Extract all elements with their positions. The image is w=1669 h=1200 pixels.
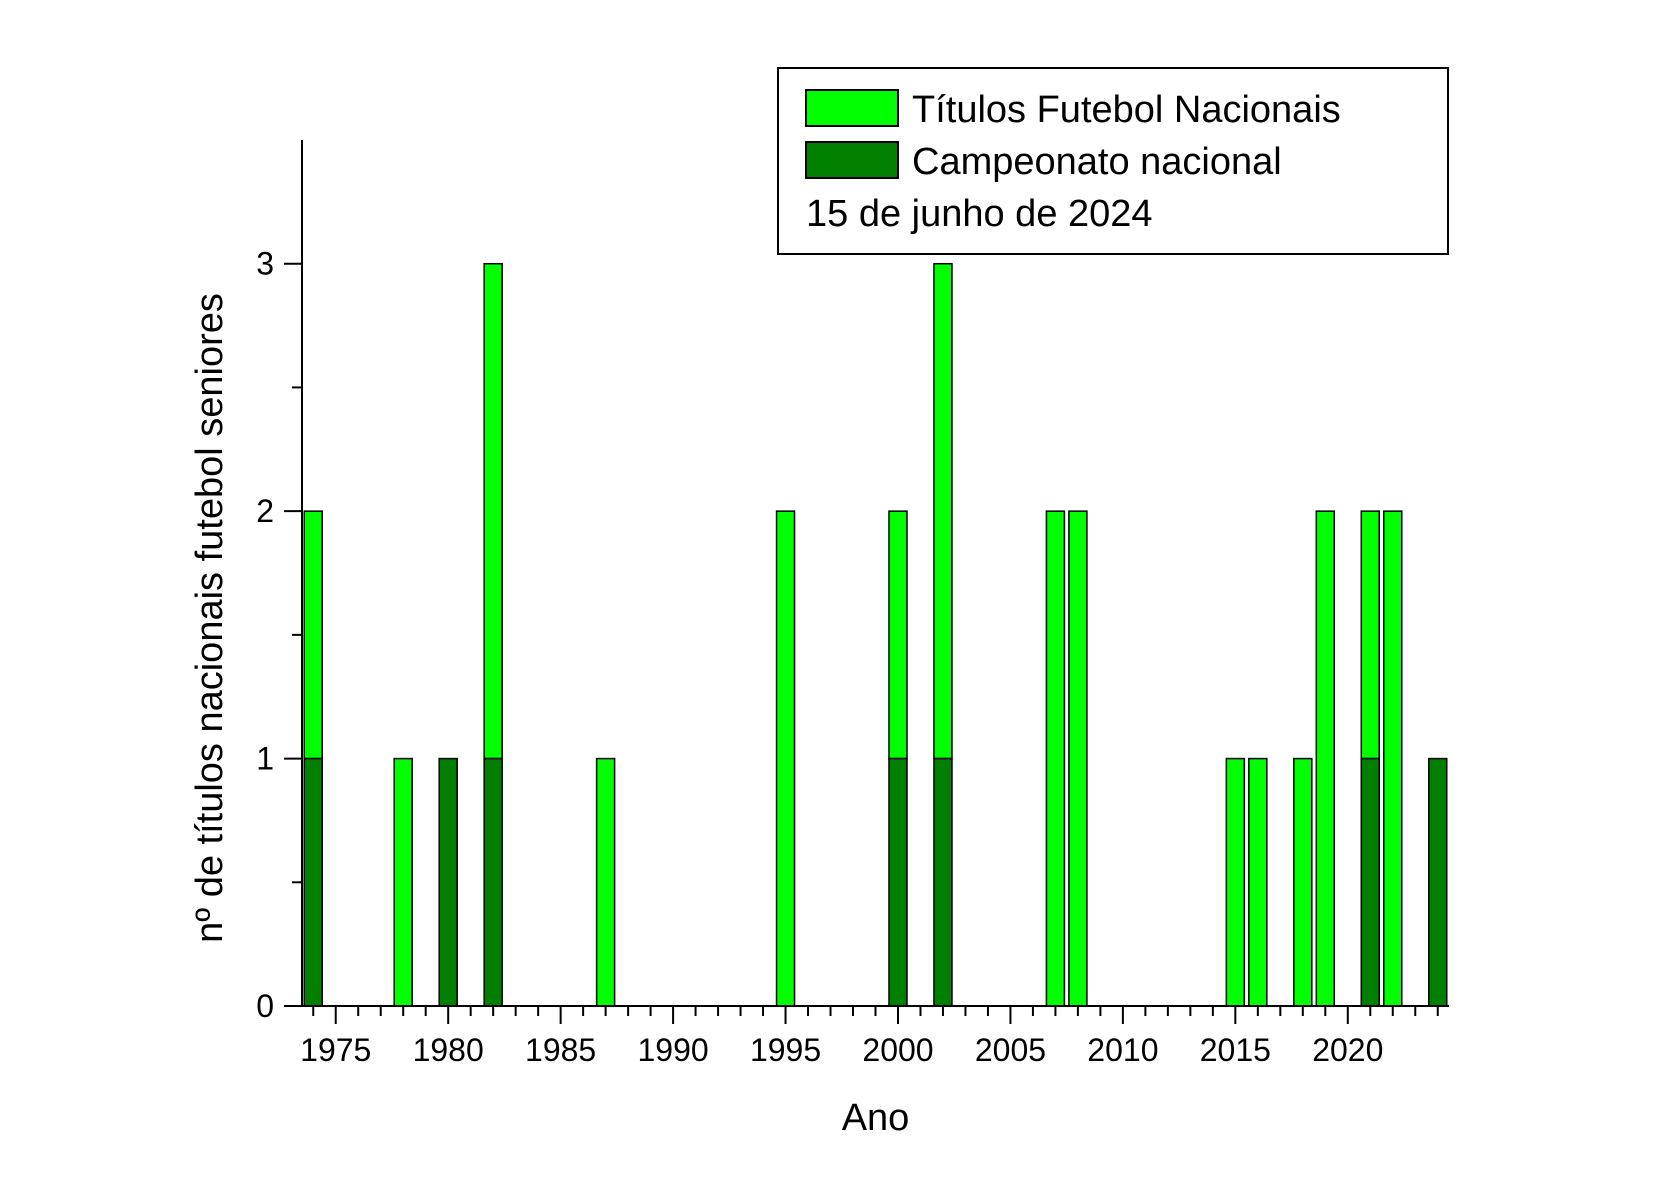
y-tick-label-1: 1	[256, 741, 274, 777]
x-axis-title: Ano	[842, 1097, 910, 1139]
x-tick-label-1980: 1980	[413, 1032, 484, 1068]
bar-total-2022	[1383, 510, 1403, 1007]
y-tick-label-0: 0	[256, 988, 274, 1024]
y-axis-title: nº de títulos nacionais futebol seniores	[189, 293, 231, 943]
legend-swatch-total	[805, 89, 899, 127]
bar-total-2007	[1045, 510, 1066, 1007]
x-tick-label-2000: 2000	[862, 1032, 933, 1068]
x-tick-label-1990: 1990	[637, 1032, 708, 1068]
x-tick-label-1985: 1985	[525, 1032, 596, 1068]
x-tick-label-2005: 2005	[975, 1032, 1046, 1068]
legend-label-total: Títulos Futebol Nacionais	[912, 89, 1341, 131]
bar-total-1987	[595, 757, 616, 1007]
bar-championship-1980	[438, 757, 458, 1007]
bar-total-2019	[1315, 510, 1336, 1007]
y-ticks: 0 1 2 3	[256, 246, 302, 1024]
bar-total-2002	[933, 262, 953, 760]
bar-total-2018	[1293, 757, 1313, 1007]
x-ticks: 1975 1980 1985 1990 1995 2000 2005 2010 2015 2020	[300, 1006, 1439, 1068]
bar-championship-1974	[303, 757, 323, 1007]
bar-total-2008	[1068, 510, 1088, 1007]
bar-total-1982	[483, 262, 503, 760]
bar-championship-1982	[483, 757, 503, 1007]
y-tick-label-3: 3	[256, 246, 274, 282]
x-tick-label-1995: 1995	[750, 1032, 821, 1068]
bar-total-2016	[1248, 757, 1268, 1007]
bar-total-1995	[775, 510, 796, 1007]
bar-championship-2024	[1428, 757, 1448, 1007]
legend: Títulos Futebol Nacionais Campeonato nac…	[777, 67, 1449, 255]
x-tick-label-2015: 2015	[1200, 1032, 1271, 1068]
x-tick-label-1975: 1975	[300, 1032, 371, 1068]
bar-total-1978	[393, 757, 413, 1007]
bar-championship-2002	[933, 757, 953, 1007]
bar-total-2021	[1360, 510, 1381, 760]
bar-championship-2000	[888, 757, 908, 1007]
bar-total-2000	[888, 510, 908, 760]
axes-layer	[301, 140, 1449, 1007]
legend-label-championship: Campeonato nacional	[912, 141, 1282, 183]
legend-date-annotation: 15 de junho de 2024	[806, 193, 1153, 235]
legend-swatch-championship	[805, 141, 899, 179]
bars-layer	[303, 262, 1448, 1007]
x-tick-label-2020: 2020	[1312, 1032, 1383, 1068]
bar-championship-2021	[1360, 757, 1381, 1007]
bar-total-2015	[1225, 757, 1246, 1007]
bar-total-1974	[303, 510, 323, 760]
x-tick-label-2010: 2010	[1087, 1032, 1158, 1068]
y-tick-label-2: 2	[256, 493, 274, 529]
